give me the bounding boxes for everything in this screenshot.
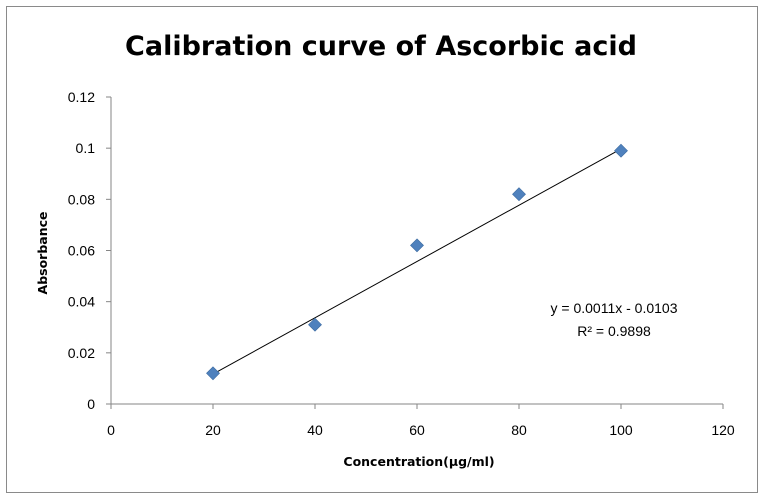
y-tick-label: 0 <box>87 396 95 412</box>
chart-title: Calibration curve of Ascorbic acid <box>125 31 637 62</box>
chart-area <box>6 6 758 493</box>
y-tick-label: 0.04 <box>68 294 95 310</box>
x-tick-label: 100 <box>609 422 633 438</box>
x-tick-label: 40 <box>307 422 323 438</box>
x-axis-title: Concentration(µg/ml) <box>343 454 494 469</box>
data-point-diamond <box>614 143 628 158</box>
y-axis-title: Absorbance <box>35 212 50 295</box>
x-tick-label: 80 <box>511 422 527 438</box>
data-point-diamond <box>512 187 526 202</box>
data-point-diamond <box>206 366 220 381</box>
trendline <box>212 148 622 375</box>
y-tick-label: 0.06 <box>68 243 95 259</box>
x-tick-label: 0 <box>107 422 115 438</box>
y-tick-label: 0.1 <box>76 140 96 156</box>
y-tick-label: 0.02 <box>68 345 95 361</box>
y-tick-label: 0.12 <box>68 89 95 105</box>
data-point-diamond <box>308 317 322 332</box>
data-point-diamond <box>410 238 424 253</box>
trendline-equation: y = 0.0011x - 0.0103 <box>551 300 678 316</box>
x-tick-label: 120 <box>711 422 735 438</box>
y-tick-label: 0.08 <box>68 191 95 207</box>
r-squared-label: R² = 0.9898 <box>577 323 651 339</box>
x-tick-label: 60 <box>409 422 425 438</box>
plot-area: 0 0.02 0.04 0.06 0.08 0.1 0.12 0 20 40 60 80 100 120 <box>68 89 735 438</box>
x-tick-label: 20 <box>205 422 221 438</box>
